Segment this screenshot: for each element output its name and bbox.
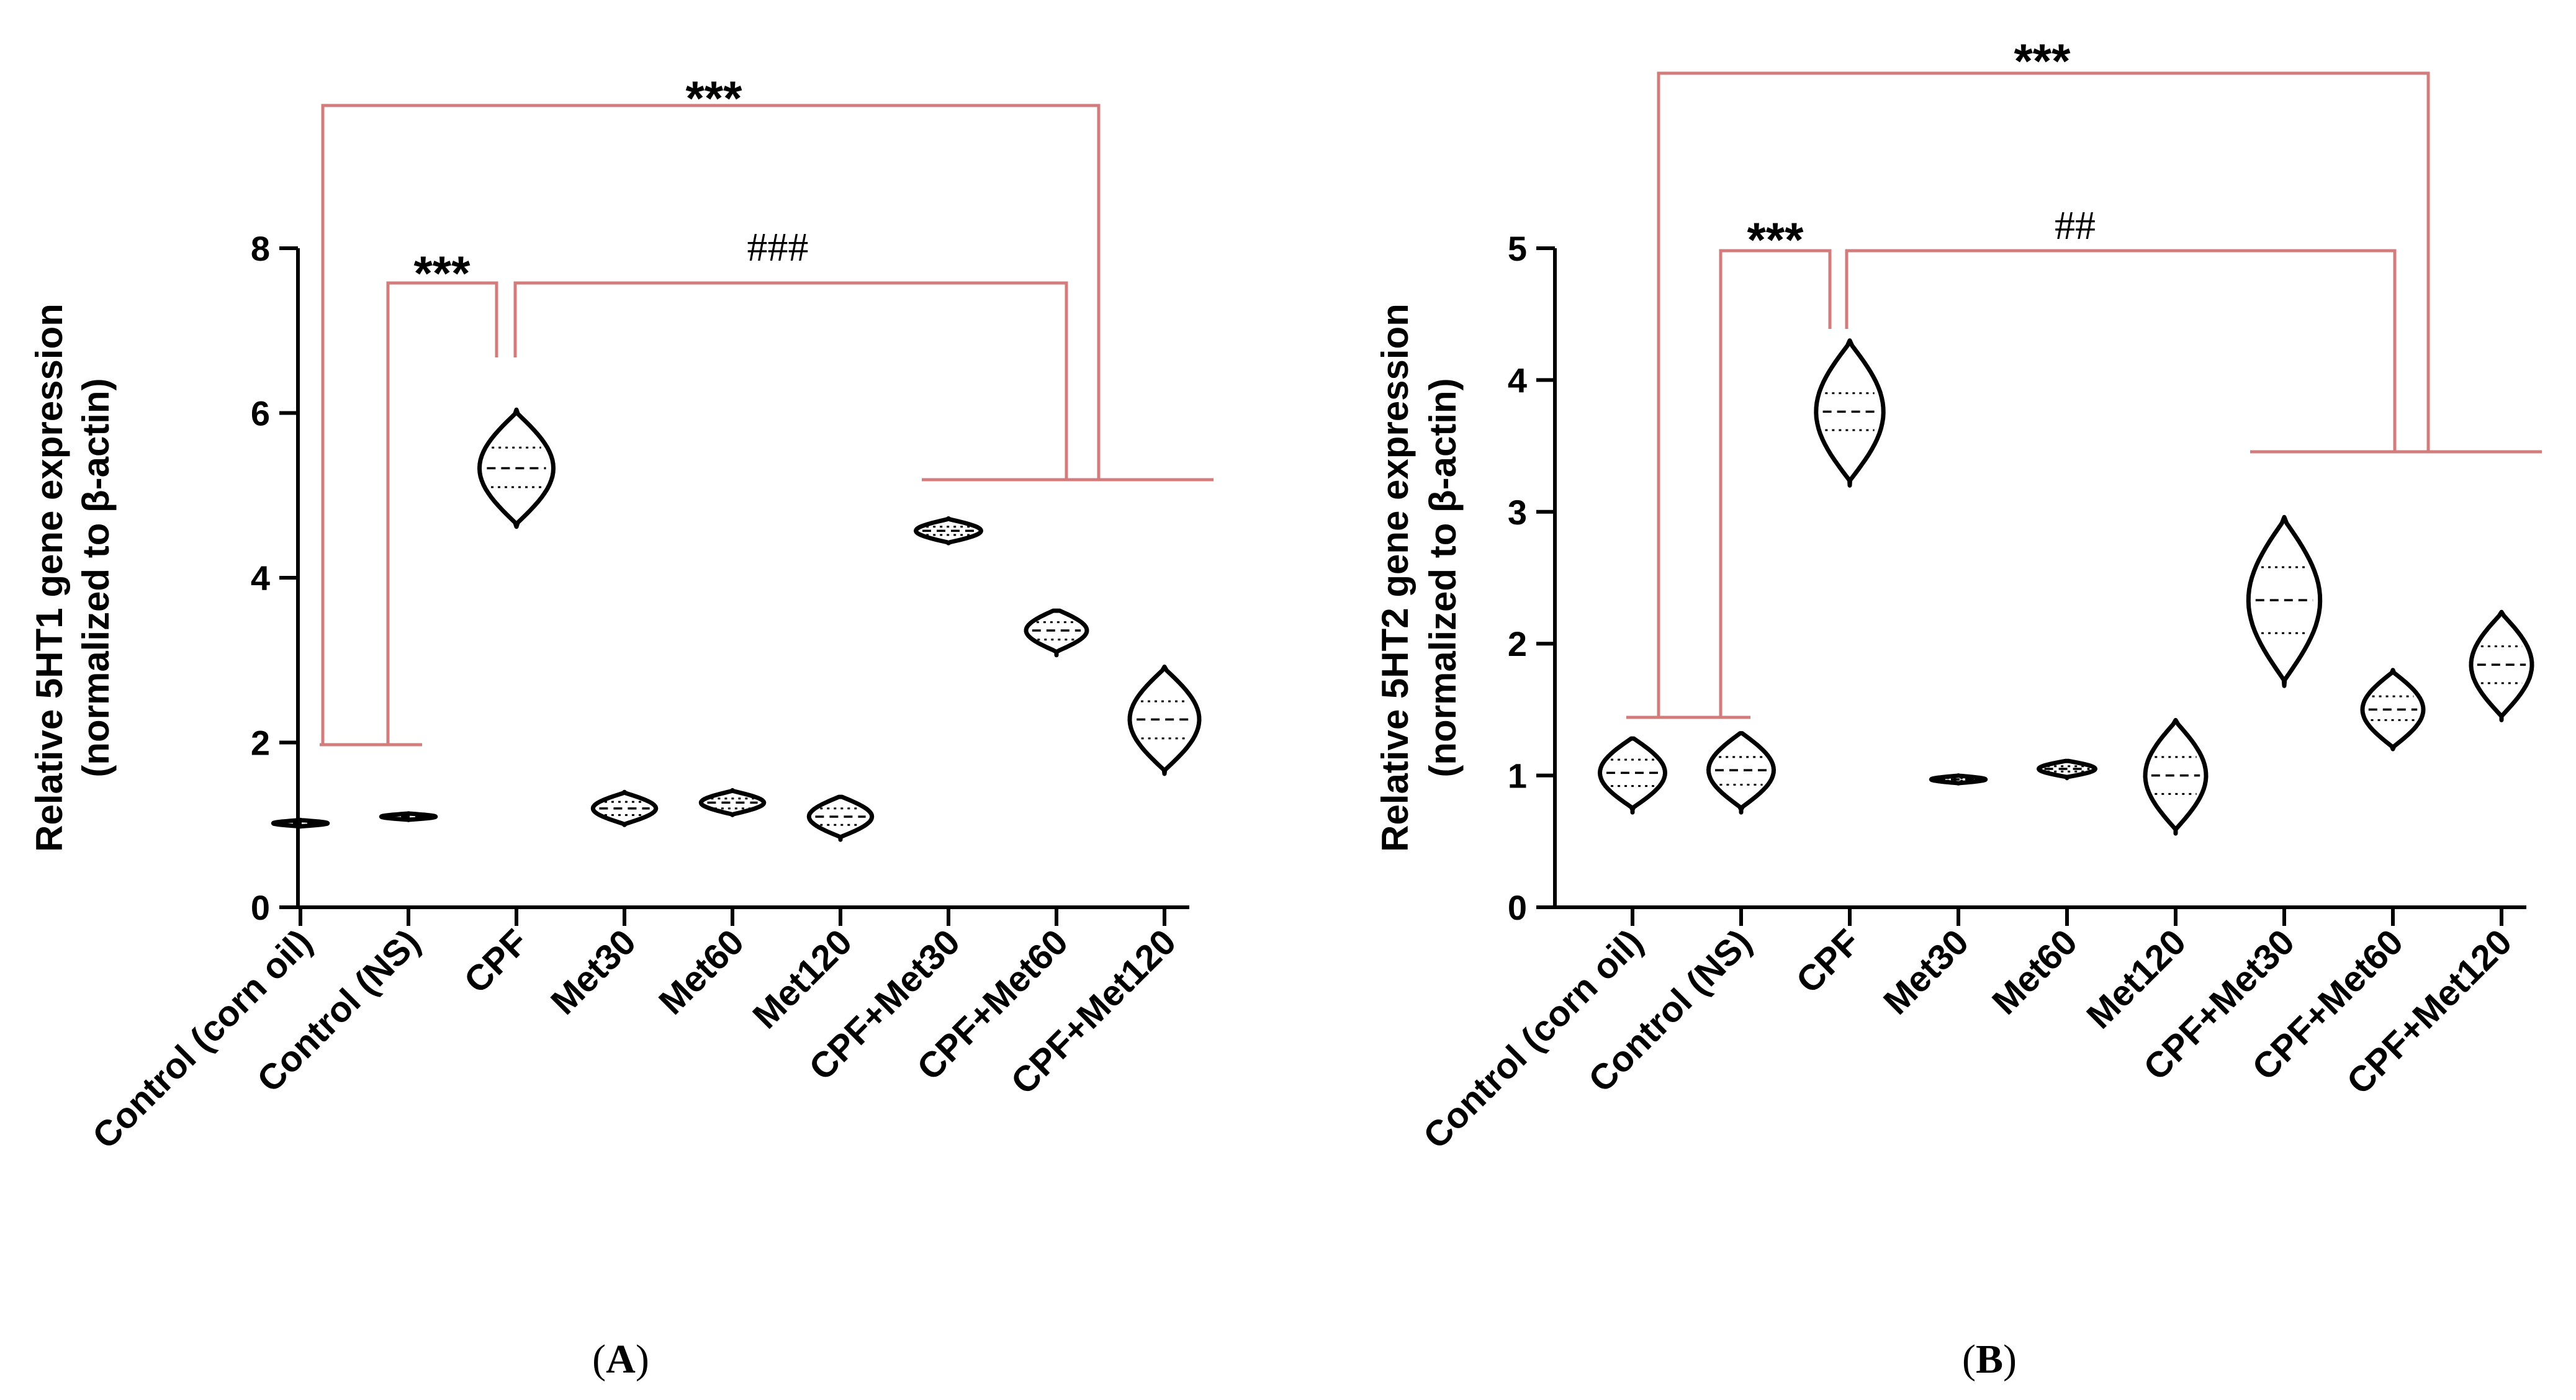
panel-b-significance-bracket bbox=[1626, 71, 2542, 719]
panel-a-violin bbox=[806, 794, 875, 842]
panel-a-significance-bracket bbox=[386, 281, 498, 745]
panel-b-panel-label-letter: B bbox=[1976, 1337, 2003, 1382]
panel-a-y-axis-subtitle: (normalized to β-actin) bbox=[75, 378, 117, 777]
panel-b-significance-bracket bbox=[1845, 249, 2397, 452]
panel-b-y-tick-label: 2 bbox=[1508, 624, 1527, 663]
panel-a-panel-label-letter: A bbox=[606, 1337, 636, 1382]
panel-b-significance-label: ## bbox=[2055, 203, 2096, 248]
panel-a-panel-label: (A) bbox=[592, 1337, 649, 1382]
panel-a-panel-label-open: ( bbox=[592, 1337, 606, 1382]
panel-a-significance-label: *** bbox=[685, 71, 742, 125]
panel-b-y-tick-label: 1 bbox=[1508, 756, 1527, 796]
panel-b-violin bbox=[2143, 717, 2209, 836]
panel-a-significance-bracket bbox=[320, 104, 1214, 747]
panel-a-y-tick-label: 6 bbox=[251, 394, 270, 433]
panel-b-y-axis-subtitle: (normalized to β-actin) bbox=[1422, 378, 1464, 777]
panel-b-panel-label: (B) bbox=[1962, 1337, 2017, 1382]
panel-a-violin bbox=[914, 516, 983, 545]
panel-a-violin bbox=[590, 789, 659, 827]
panel-a-y-tick-label: 8 bbox=[251, 229, 270, 268]
panel-a-y-axis-title: Relative 5HT1 gene expression bbox=[29, 303, 70, 852]
panel-b-y-tick-label: 3 bbox=[1508, 493, 1527, 532]
panel-b-violin bbox=[1598, 736, 1667, 815]
panel-b-violin bbox=[2469, 609, 2534, 722]
panel-b-y-axis-title: Relative 5HT2 gene expression bbox=[1374, 303, 1416, 852]
panel-a-x-tick-label: Met60 bbox=[651, 922, 752, 1022]
panel-b-significance-label: *** bbox=[2014, 34, 2071, 88]
panel-b-panel-label-open: ( bbox=[1962, 1337, 1976, 1382]
panel-b-violin bbox=[1706, 731, 1776, 815]
panel-a-y-tick-label: 0 bbox=[251, 888, 270, 927]
panel-b-significance-bracket bbox=[1719, 249, 1832, 717]
panel-b-violin bbox=[1814, 338, 1886, 488]
panel-a-violin bbox=[1024, 608, 1089, 658]
panel-b-significance-label: *** bbox=[1747, 212, 1804, 267]
panel-b-x-tick-label: Met60 bbox=[1984, 922, 2085, 1022]
panel-b-y-tick-label: 4 bbox=[1508, 361, 1527, 400]
panel-a-y-tick-label: 2 bbox=[251, 724, 270, 763]
panel-a-y-tick-label: 4 bbox=[251, 559, 270, 598]
panel-b-y-tick-label: 5 bbox=[1508, 229, 1527, 268]
panel-a-violin bbox=[1127, 664, 1202, 776]
panel-b-y-tick-label: 0 bbox=[1508, 888, 1527, 927]
panel-a-x-tick-label: CPF bbox=[456, 922, 536, 1001]
panel-a-significance-label: *** bbox=[413, 246, 471, 300]
panel-a-significance-bracket bbox=[513, 281, 1068, 480]
panel-a-x-tick-label: Met30 bbox=[543, 922, 644, 1022]
panel-b-x-tick-label: CPF bbox=[1788, 922, 1868, 1001]
panel-b-violin bbox=[2360, 668, 2426, 752]
panel-a-significance-label: ### bbox=[747, 225, 809, 270]
panel-b-x-tick-label: Met30 bbox=[1876, 922, 1976, 1022]
panel-b-panel-label-close: ) bbox=[2003, 1337, 2017, 1382]
panel-a-panel-label-close: ) bbox=[636, 1337, 649, 1382]
panel-b-violin bbox=[2246, 514, 2323, 688]
